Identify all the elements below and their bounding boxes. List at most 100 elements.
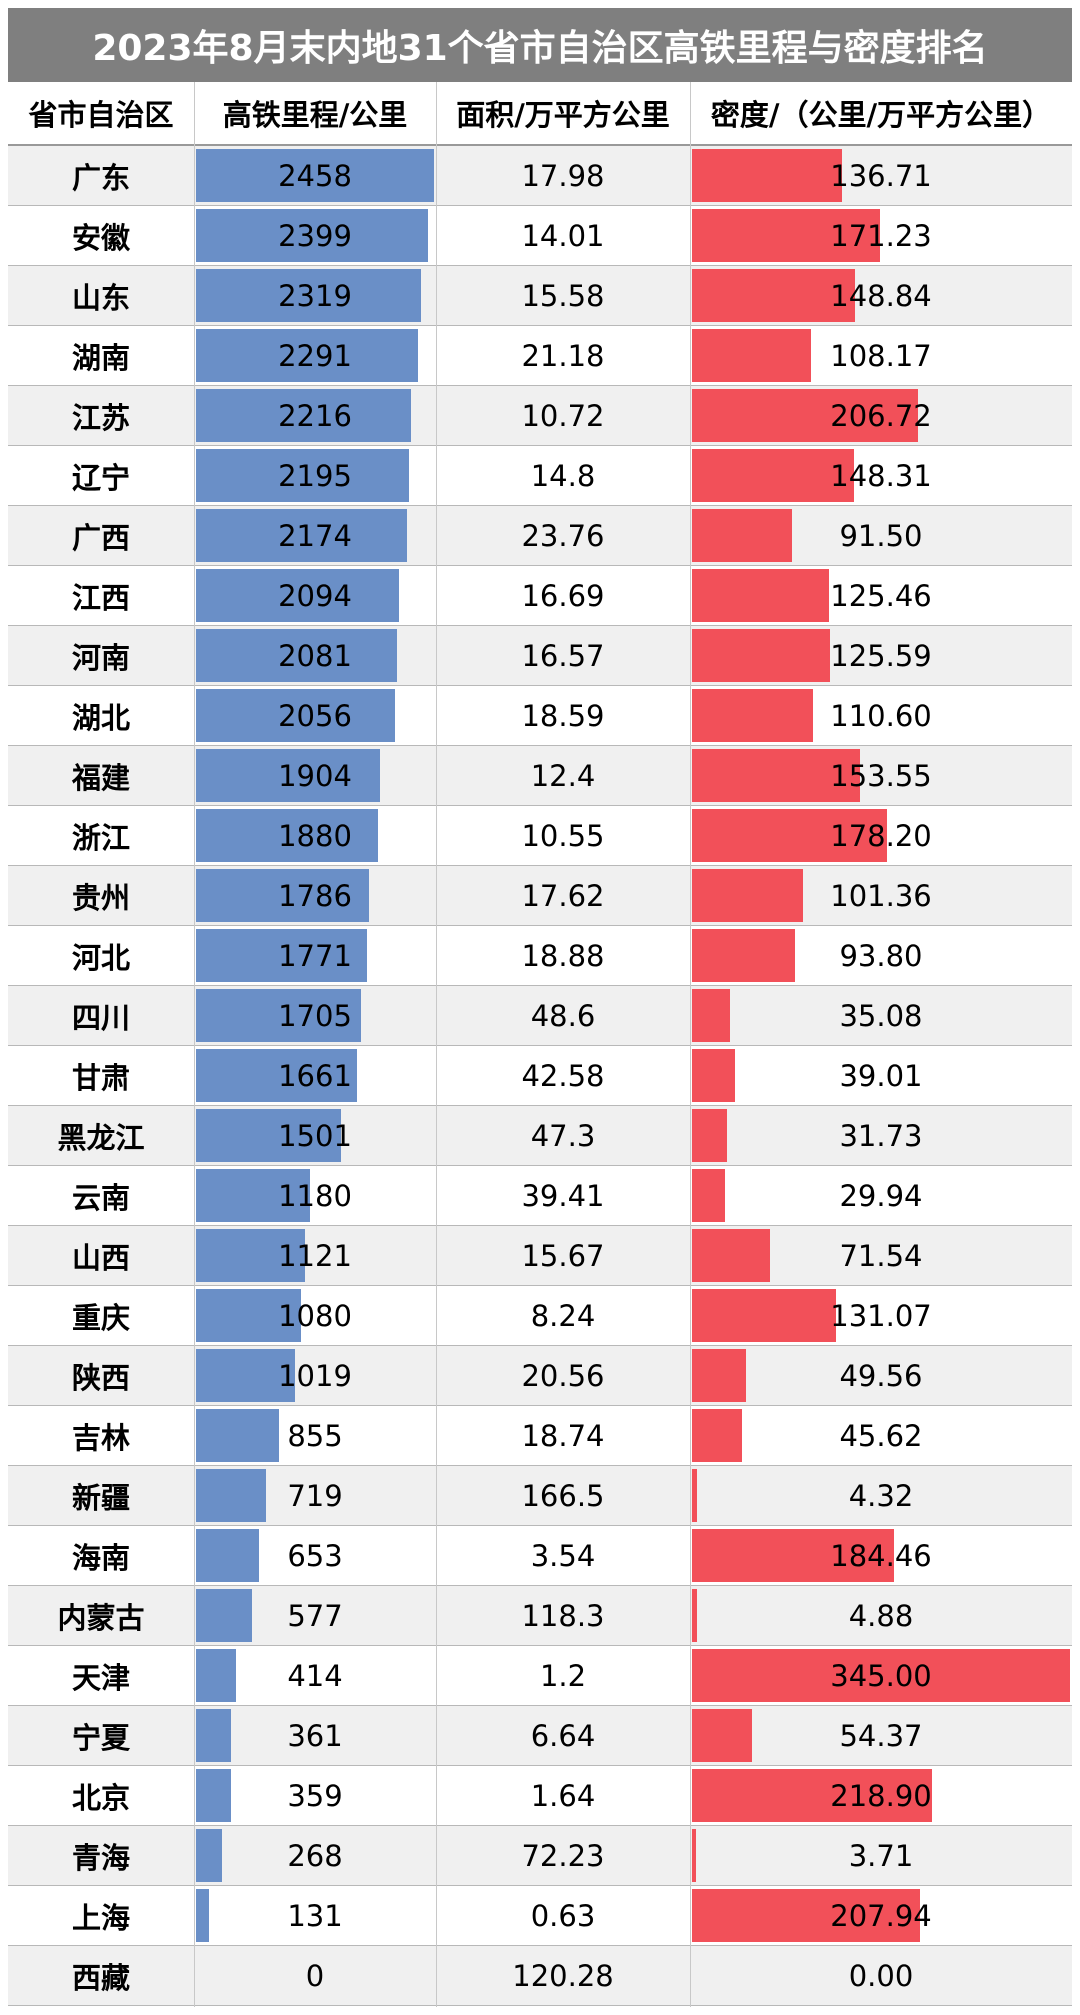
density-value: 345.00 xyxy=(830,1658,932,1693)
density-value: 71.54 xyxy=(839,1238,923,1273)
cell-km: 2458 xyxy=(194,146,436,205)
density-bar xyxy=(692,1409,742,1462)
cell-area: 10.55 xyxy=(521,818,605,853)
cell-area: 14.8 xyxy=(530,458,596,493)
cell-area: 16.69 xyxy=(521,578,605,613)
cell-province: 四川 xyxy=(71,1000,130,1035)
cell-density: 125.46 xyxy=(690,566,1072,625)
km-value: 2081 xyxy=(278,638,352,673)
table-row: 山东 2319 15.58 148.84 xyxy=(8,266,1072,326)
density-value: 101.36 xyxy=(830,878,932,913)
km-value: 1121 xyxy=(278,1238,352,1273)
cell-area: 1.2 xyxy=(539,1658,587,1693)
km-bar xyxy=(196,509,407,562)
cell-area: 47.3 xyxy=(530,1118,596,1153)
header-province: 省市自治区 xyxy=(28,98,174,132)
density-value: 4.88 xyxy=(848,1598,914,1633)
page-title: 2023年8月末内地31个省市自治区高铁里程与密度排名 xyxy=(8,8,1072,82)
cell-province: 北京 xyxy=(71,1780,130,1815)
km-value: 1786 xyxy=(278,878,352,913)
cell-area: 18.59 xyxy=(521,698,605,733)
km-value: 2195 xyxy=(278,458,352,493)
header-density: 密度/（公里/万平方公里） xyxy=(710,98,1052,132)
cell-area: 15.58 xyxy=(521,278,605,313)
km-value: 359 xyxy=(287,1778,343,1813)
density-bar xyxy=(692,449,855,502)
header-area: 面积/万平方公里 xyxy=(456,98,670,132)
table-row: 贵州 1786 17.62 101.36 xyxy=(8,866,1072,926)
cell-area: 12.4 xyxy=(530,758,596,793)
km-bar xyxy=(196,1769,231,1822)
cell-km: 855 xyxy=(194,1406,436,1465)
density-value: 29.94 xyxy=(839,1178,923,1213)
table-row: 河南 2081 16.57 125.59 xyxy=(8,626,1072,686)
density-value: 153.55 xyxy=(830,758,932,793)
km-bar xyxy=(196,689,396,742)
cell-area: 10.72 xyxy=(521,398,605,433)
table-row: 新疆 719 166.5 4.32 xyxy=(8,1466,1072,1526)
density-value: 136.71 xyxy=(830,158,932,193)
density-bar xyxy=(692,329,811,382)
cell-density: 39.01 xyxy=(690,1046,1072,1105)
density-value: 54.37 xyxy=(839,1718,923,1753)
cell-density: 171.23 xyxy=(690,206,1072,265)
cell-km: 1080 xyxy=(194,1286,436,1345)
table-row: 湖南 2291 21.18 108.17 xyxy=(8,326,1072,386)
cell-province: 广西 xyxy=(71,520,130,555)
density-value: 45.62 xyxy=(839,1418,923,1453)
density-bar xyxy=(692,149,842,202)
cell-province: 内蒙古 xyxy=(57,1600,145,1635)
density-bar xyxy=(692,1769,932,1822)
km-bar xyxy=(196,1829,222,1882)
km-bar xyxy=(196,1469,266,1522)
cell-area: 6.64 xyxy=(530,1718,596,1753)
cell-km: 2195 xyxy=(194,446,436,505)
cell-density: 29.94 xyxy=(690,1166,1072,1225)
cell-area: 166.5 xyxy=(521,1478,605,1513)
km-bar xyxy=(196,389,411,442)
km-bar xyxy=(196,269,421,322)
km-bar xyxy=(196,989,362,1042)
cell-area: 118.3 xyxy=(521,1598,605,1633)
km-value: 855 xyxy=(287,1418,343,1453)
density-bar xyxy=(692,869,804,922)
cell-area: 48.6 xyxy=(530,998,596,1033)
km-value: 1705 xyxy=(278,998,352,1033)
cell-density: 131.07 xyxy=(690,1286,1072,1345)
cell-area: 18.74 xyxy=(521,1418,605,1453)
cell-density: 3.71 xyxy=(690,1826,1072,1885)
density-bar xyxy=(692,1889,920,1942)
km-value: 2056 xyxy=(278,698,352,733)
cell-province: 云南 xyxy=(71,1180,130,1215)
density-bar xyxy=(692,269,856,322)
cell-province: 天津 xyxy=(71,1660,130,1695)
cell-province: 河北 xyxy=(71,940,130,975)
km-value: 2094 xyxy=(278,578,352,613)
cell-density: 148.31 xyxy=(690,446,1072,505)
km-value: 1019 xyxy=(278,1358,352,1393)
cell-km: 1121 xyxy=(194,1226,436,1285)
km-value: 1180 xyxy=(278,1178,352,1213)
km-value: 1880 xyxy=(278,818,352,853)
cell-km: 719 xyxy=(194,1466,436,1525)
km-value: 2174 xyxy=(278,518,352,553)
density-bar xyxy=(692,1109,727,1162)
cell-density: 0.00 xyxy=(690,1946,1072,2005)
cell-area: 0.63 xyxy=(530,1898,596,1933)
density-bar xyxy=(692,1469,697,1522)
table-row: 辽宁 2195 14.8 148.31 xyxy=(8,446,1072,506)
cell-province: 安徽 xyxy=(71,220,130,255)
density-bar xyxy=(692,749,861,802)
cell-province: 浙江 xyxy=(71,820,130,855)
km-value: 361 xyxy=(287,1718,343,1753)
km-bar xyxy=(196,629,398,682)
km-value: 653 xyxy=(287,1538,343,1573)
km-value: 2458 xyxy=(278,158,352,193)
km-value: 1904 xyxy=(278,758,352,793)
cell-province: 黑龙江 xyxy=(57,1120,145,1155)
table-row: 天津 414 1.2 345.00 xyxy=(8,1646,1072,1706)
cell-area: 1.64 xyxy=(530,1778,596,1813)
table-row: 甘肃 1661 42.58 39.01 xyxy=(8,1046,1072,1106)
density-value: 178.20 xyxy=(830,818,932,853)
density-value: 35.08 xyxy=(839,998,923,1033)
